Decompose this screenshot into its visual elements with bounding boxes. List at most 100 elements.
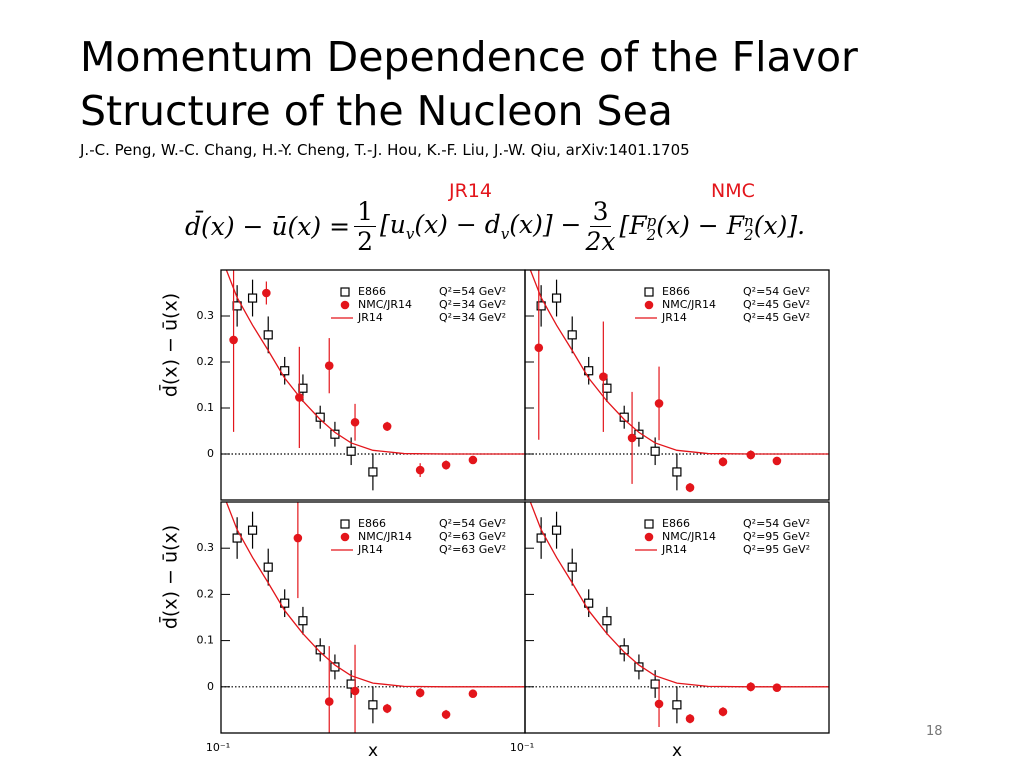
point — [382, 704, 392, 713]
curve — [529, 270, 829, 455]
legend-swatch — [644, 300, 654, 310]
legend-swatch — [340, 519, 350, 529]
legend-swatch — [340, 287, 350, 297]
plot-area — [225, 270, 525, 491]
title-line: Momentum Dependence of the Flavor — [80, 33, 858, 81]
point — [315, 412, 325, 422]
chart-panel: 10⁻¹ x E866 Q²=54 GeV² NMC/JR14 Q²=95 GeV² JR1… — [510, 501, 830, 761]
y-tick-label: 0.3 — [197, 541, 215, 554]
superscript: p — [646, 211, 657, 230]
point — [247, 525, 258, 535]
point — [298, 383, 308, 393]
point — [350, 417, 360, 427]
point — [654, 399, 664, 408]
fraction: 3 2x — [586, 197, 616, 256]
legend-swatch — [644, 519, 654, 529]
point — [324, 697, 334, 706]
point — [772, 456, 782, 466]
point — [567, 562, 577, 572]
title-line: Structure of the Nucleon Sea — [80, 87, 673, 135]
formula-part: (x) − F — [656, 211, 745, 241]
annotation: NMC — [711, 180, 755, 202]
chart-panel: 0 0.1 0.2 0.3 d̄(x) − ū(x) E866 Q²=54 GeV² NMC/… — [157, 269, 526, 501]
frame — [524, 501, 830, 734]
legend-label: Q²=34 GeV² — [439, 311, 506, 324]
plot-area — [529, 270, 829, 493]
point — [650, 446, 660, 456]
point — [350, 686, 360, 696]
y-tick-label: 0 — [207, 447, 214, 460]
legend-label: E866 — [358, 517, 386, 530]
point — [627, 433, 637, 443]
subscript: v — [500, 225, 510, 243]
legend-label: E866 — [358, 285, 386, 298]
point — [415, 465, 425, 475]
formula-part: (x) − d — [414, 210, 501, 239]
point — [654, 699, 664, 709]
formula-part: [uv(x) − dv(x)] − — [380, 210, 582, 243]
y-axis-label: d̄(x) − ū(x) — [157, 525, 181, 629]
legend-label: Q²=54 GeV² — [439, 517, 506, 530]
x-axis-label: x — [368, 741, 378, 761]
annotation: JR14 — [449, 180, 492, 202]
legend-label: Q²=63 GeV² — [439, 543, 506, 556]
superscript: n — [744, 211, 754, 230]
point — [346, 446, 356, 456]
legend-label: NMC/JR14 — [358, 530, 412, 543]
numerator: 3 — [589, 197, 612, 227]
legend-swatch — [644, 532, 654, 542]
slide-title: Momentum Dependence of the Flavor Struct… — [80, 30, 858, 138]
plot-area — [529, 502, 829, 727]
legend-label: JR14 — [357, 543, 383, 556]
legend-label: Q²=63 GeV² — [439, 530, 506, 543]
point — [468, 689, 478, 699]
subscript: v — [405, 225, 415, 243]
curve — [225, 502, 525, 688]
x-tick-label: 10⁻¹ — [206, 741, 230, 754]
point — [263, 562, 273, 572]
y-tick-label: 0 — [207, 680, 214, 693]
legend-label: JR14 — [661, 543, 687, 556]
legend-label: Q²=54 GeV² — [439, 285, 506, 298]
legend-label: NMC/JR14 — [662, 530, 716, 543]
point — [672, 700, 682, 710]
formula-part: [F — [619, 211, 647, 241]
point — [619, 412, 629, 422]
point — [650, 679, 660, 689]
point — [551, 525, 562, 535]
point — [262, 288, 271, 298]
legend-label: Q²=95 GeV² — [743, 543, 810, 556]
formula-part: d̄(x) − ū(x) = — [185, 212, 351, 241]
plot-area — [225, 502, 525, 733]
point — [718, 707, 728, 717]
formula-part: [u — [379, 210, 406, 239]
legend-swatch — [644, 287, 654, 297]
formula-part: (x)] − — [509, 210, 582, 239]
legend-label: JR14 — [357, 311, 383, 324]
point — [324, 361, 334, 370]
legend-label: Q²=54 GeV² — [743, 285, 810, 298]
point — [685, 483, 695, 492]
legend-label: NMC/JR14 — [662, 298, 716, 311]
y-tick-label: 0.2 — [197, 355, 215, 368]
legend-swatch — [340, 300, 350, 310]
point — [599, 372, 608, 382]
point — [368, 700, 378, 710]
authors: J.-C. Peng, W.-C. Chang, H.-Y. Cheng, T.… — [80, 141, 690, 159]
formula-part: (x)]. — [753, 211, 806, 241]
point — [298, 616, 308, 626]
legend-label: Q²=45 GeV² — [743, 298, 810, 311]
point — [441, 710, 451, 719]
legend-label: Q²=54 GeV² — [743, 517, 810, 530]
point — [602, 383, 612, 393]
subscript: 2 — [646, 225, 657, 244]
y-tick-label: 0.2 — [197, 587, 215, 600]
point — [746, 450, 756, 460]
point — [247, 293, 258, 303]
point — [619, 645, 629, 655]
